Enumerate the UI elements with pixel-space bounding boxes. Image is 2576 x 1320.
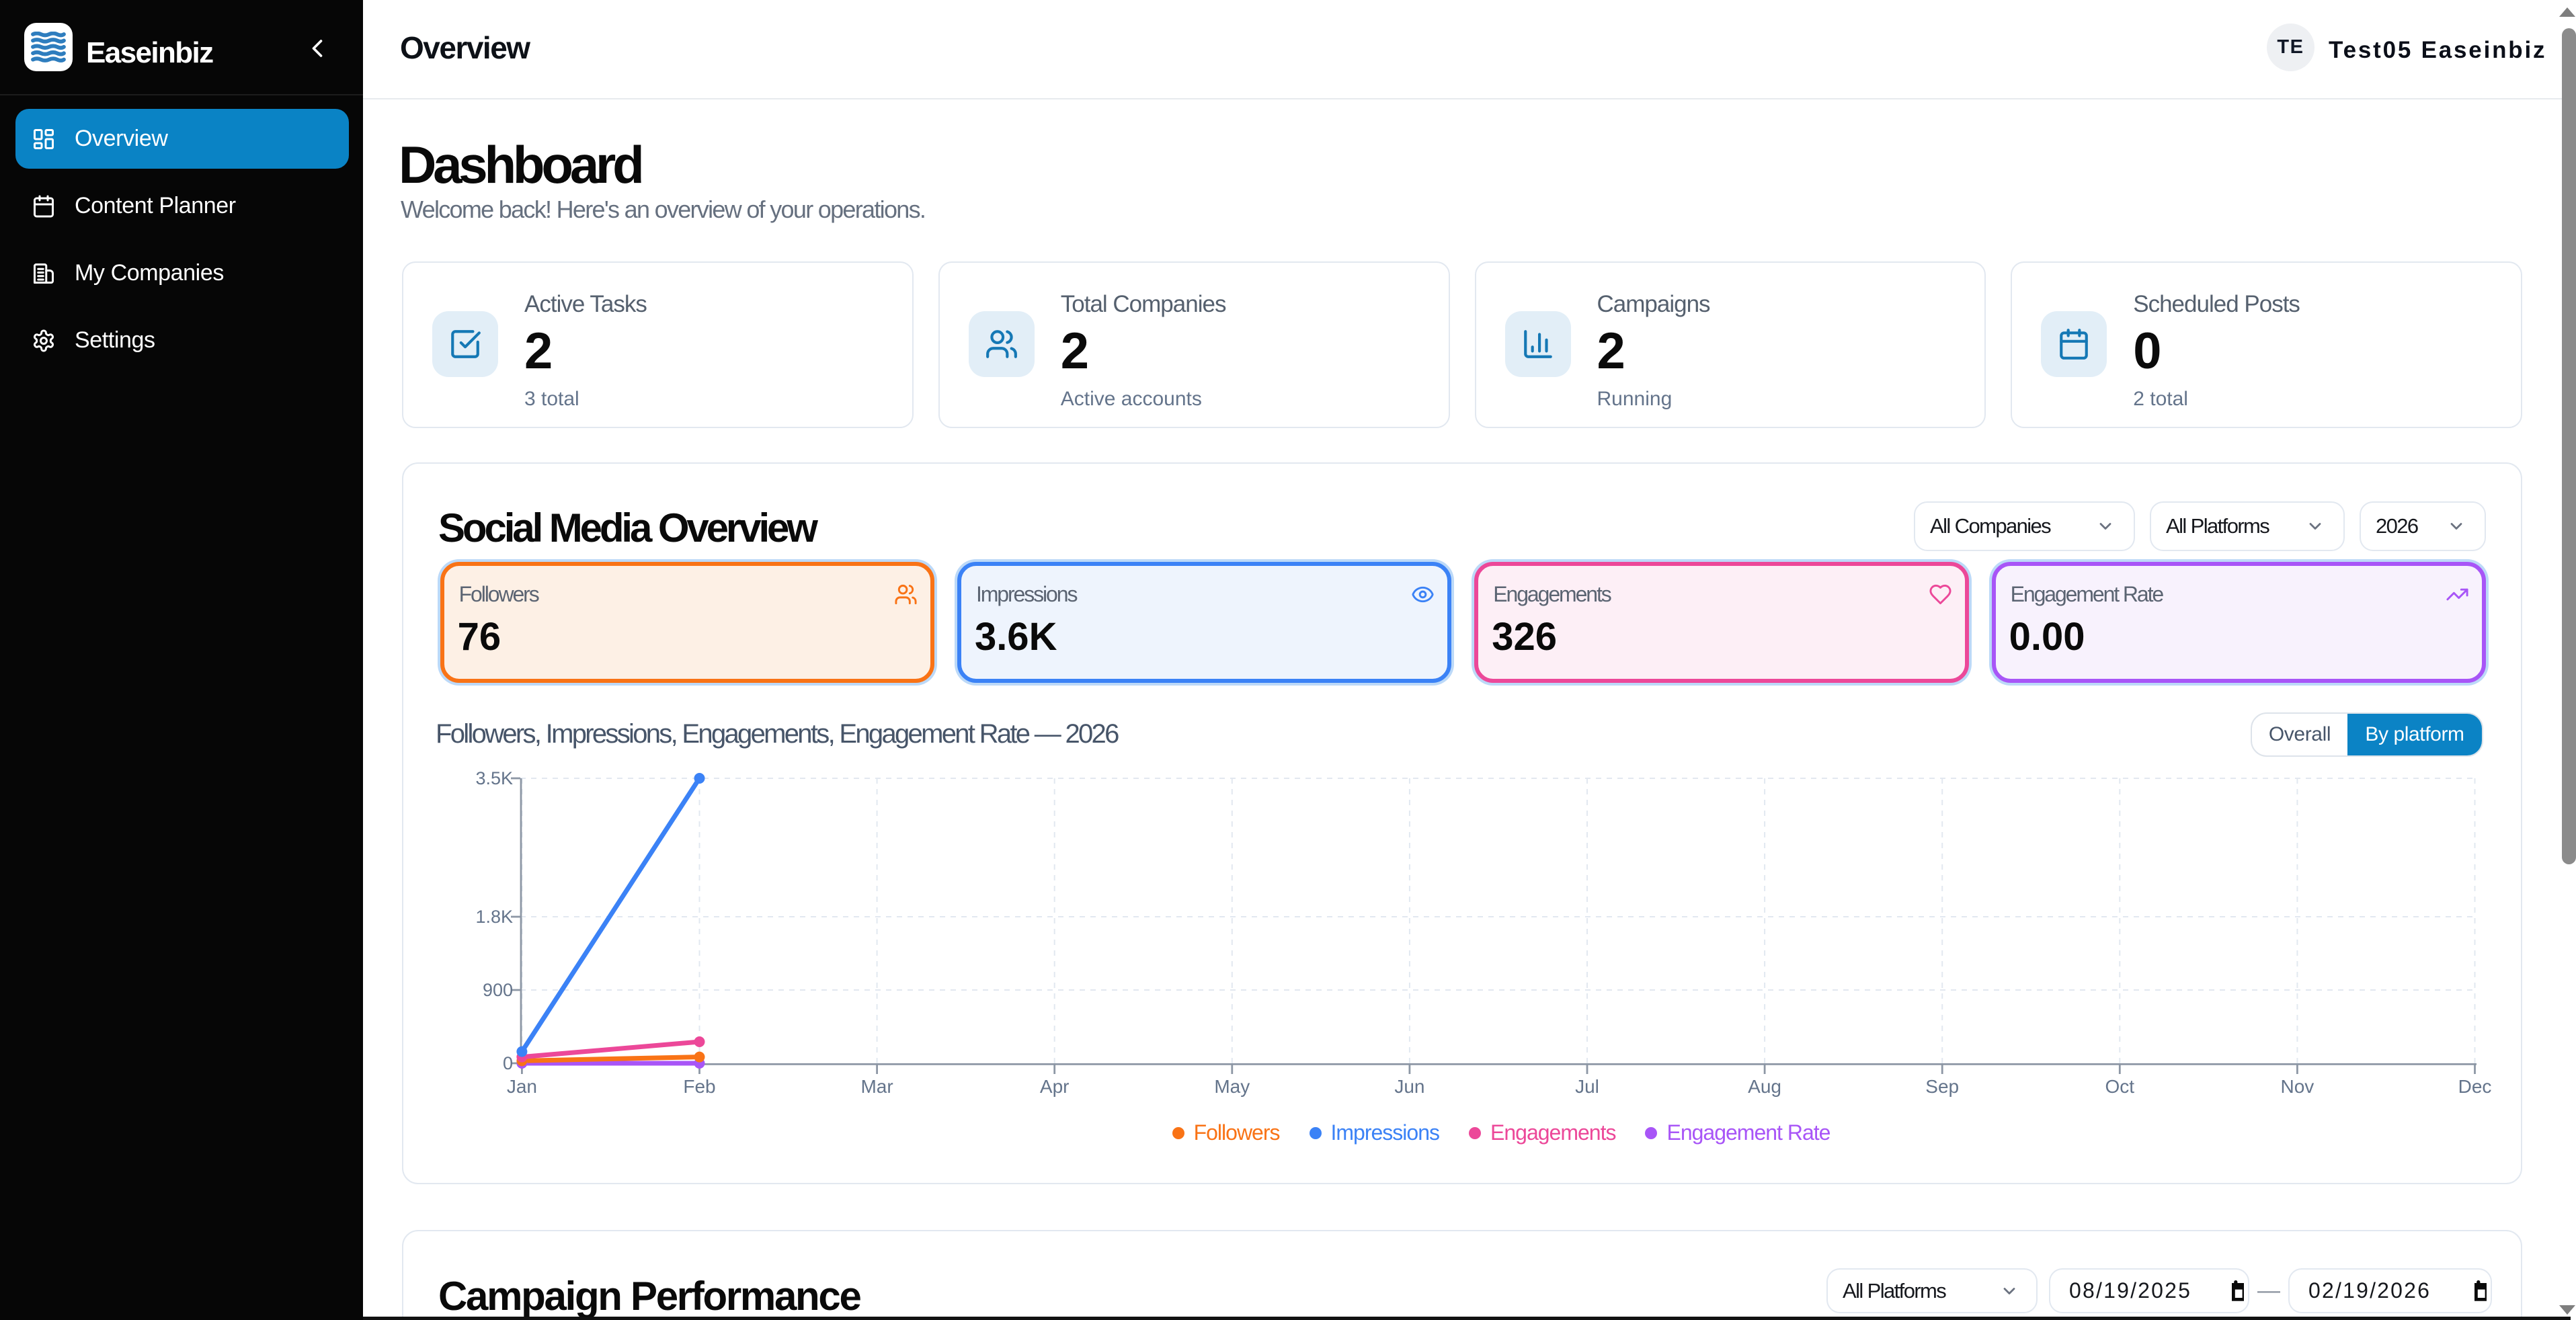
svg-text:1.8K: 1.8K: [475, 907, 513, 927]
svg-text:Feb: Feb: [683, 1076, 715, 1097]
svg-text:Dec: Dec: [2458, 1076, 2492, 1097]
svg-text:3.5K: 3.5K: [475, 768, 513, 788]
svg-text:Jan: Jan: [507, 1076, 537, 1097]
svg-text:900: 900: [483, 980, 513, 1000]
svg-text:Mar: Mar: [860, 1076, 893, 1097]
svg-text:Jun: Jun: [1394, 1076, 1424, 1097]
svg-text:Oct: Oct: [2105, 1076, 2135, 1097]
svg-text:Nov: Nov: [2281, 1076, 2315, 1097]
svg-text:Aug: Aug: [1748, 1076, 1781, 1097]
svg-text:Apr: Apr: [1040, 1076, 1070, 1097]
svg-text:Sep: Sep: [1925, 1076, 1959, 1097]
svg-text:Jul: Jul: [1575, 1076, 1599, 1097]
svg-text:0: 0: [503, 1053, 513, 1073]
svg-text:May: May: [1214, 1076, 1250, 1097]
